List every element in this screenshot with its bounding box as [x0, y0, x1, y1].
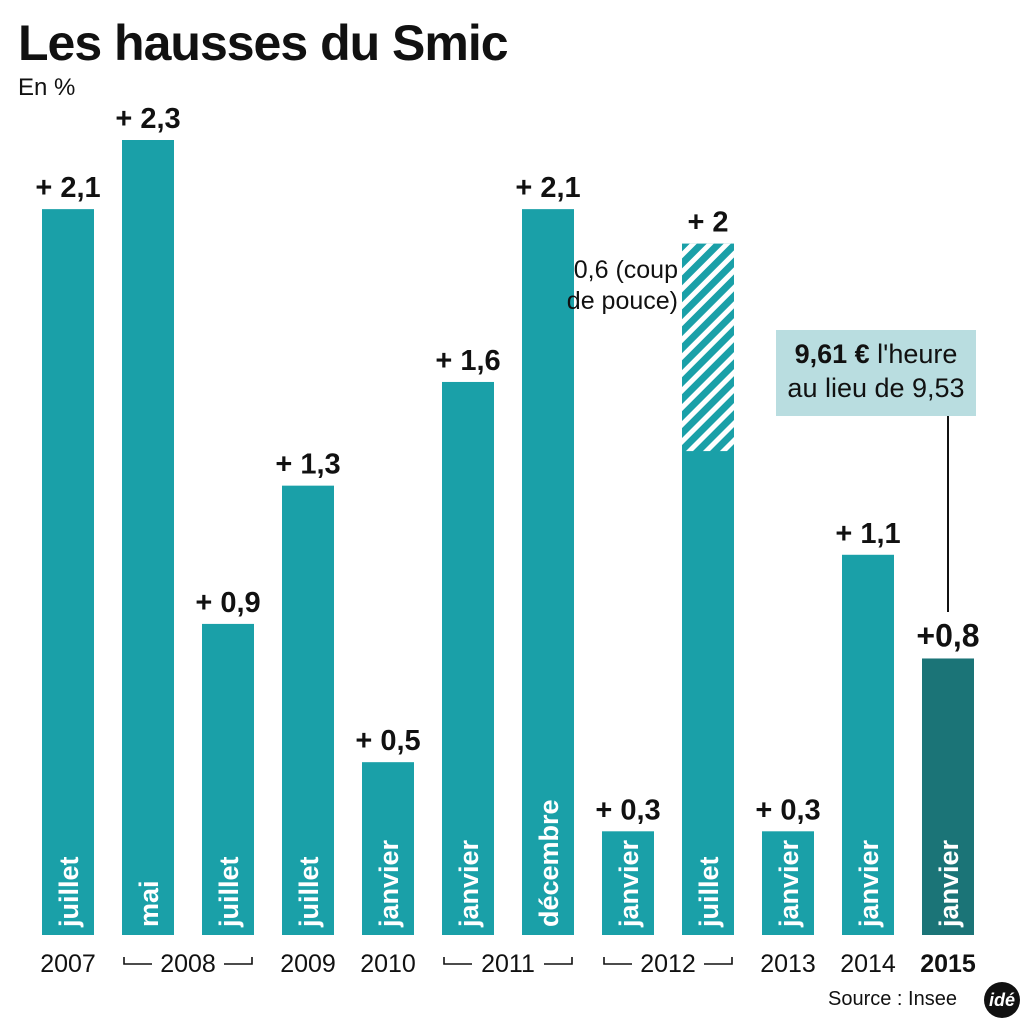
value-label-2: + 0,9 [195, 587, 260, 619]
month-label-2: juillet [214, 856, 244, 928]
month-label-3: juillet [294, 856, 324, 928]
value-label-11: +0,8 [916, 617, 979, 653]
callout-unit: l'heure [869, 339, 958, 369]
value-label-0: + 2,1 [35, 172, 100, 204]
bar-3 [282, 485, 334, 935]
year-label-2010: 2010 [360, 950, 416, 978]
month-label-10: janvier [854, 839, 884, 928]
value-label-4: + 0,5 [355, 725, 420, 757]
month-label-5: janvier [454, 839, 484, 928]
month-label-8: juillet [694, 856, 724, 928]
value-label-9: + 0,3 [755, 794, 820, 826]
unit-label: En % [18, 74, 76, 101]
month-label-7: janvier [614, 839, 644, 928]
year-bracket-2008 [123, 957, 253, 965]
month-label-0: juillet [54, 856, 84, 928]
bar-0 [42, 209, 94, 935]
value-label-8: + 2 [687, 207, 728, 239]
year-label-2014: 2014 [840, 950, 896, 978]
bar-5 [442, 381, 494, 935]
year-bracket-2012 [603, 957, 733, 965]
year-label-2012: 2012 [640, 950, 696, 978]
month-label-4: janvier [374, 839, 404, 928]
month-label-1: mai [134, 880, 164, 927]
year-label-2013: 2013 [760, 950, 816, 978]
bar-9 [762, 831, 814, 935]
bar-2 [202, 623, 254, 935]
bar-6 [522, 209, 574, 935]
coup-de-pouce-segment [682, 243, 734, 452]
month-label-6: décembre [534, 799, 564, 927]
year-label-2007: 2007 [40, 950, 96, 978]
year-label-2011: 2011 [481, 950, 535, 978]
value-label-5: + 1,6 [435, 345, 500, 377]
callout-line-2: au lieu de 9,53 [787, 373, 965, 403]
chart-title: Les hausses du Smic [18, 15, 509, 71]
source-label: Source : Insee [828, 988, 957, 1010]
bar-4 [362, 762, 414, 935]
price-callout: 9,61 € l'heure au lieu de 9,53 [776, 330, 976, 416]
year-bracket-2011 [443, 957, 573, 965]
month-label-9: janvier [774, 839, 804, 928]
publisher-logo: idé [984, 982, 1020, 1018]
value-label-1: + 2,3 [115, 103, 180, 135]
value-label-10: + 1,1 [835, 518, 900, 550]
value-label-7: + 0,3 [595, 794, 660, 826]
coup-de-pouce-annotation: 0,6 (coup de pouce) [566, 256, 678, 315]
year-label-2015: 2015 [920, 950, 976, 978]
value-label-6: + 2,1 [515, 172, 580, 204]
value-label-3: + 1,3 [275, 449, 340, 481]
month-label-11: janvier [934, 839, 964, 928]
callout-line-1: 9,61 € l'heure [776, 337, 976, 371]
bar-10 [842, 554, 894, 935]
bar-7 [602, 831, 654, 935]
year-label-2008: 2008 [160, 950, 216, 978]
bar-1 [122, 140, 174, 935]
year-label-2009: 2009 [280, 950, 336, 978]
bar-11 [922, 658, 974, 935]
callout-price: 9,61 € [794, 339, 870, 369]
